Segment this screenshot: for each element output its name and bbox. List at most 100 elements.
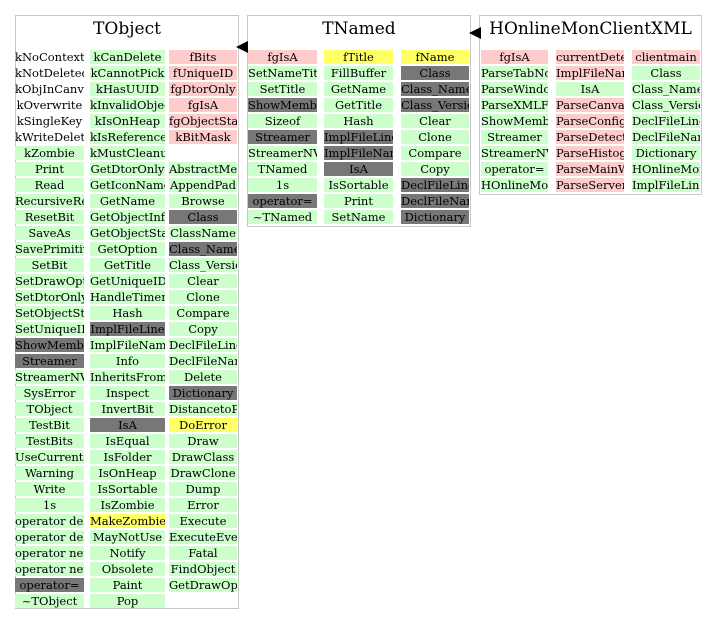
member-cell[interactable]: SetDtorOnly [15, 290, 84, 304]
member-cell[interactable]: IsEqual [90, 434, 165, 448]
member-cell[interactable]: ParseConfigNode [556, 114, 624, 128]
member-cell[interactable]: GetOption [90, 242, 165, 256]
member-cell[interactable]: SetObjectStat [15, 306, 84, 320]
member-cell[interactable]: kIsReferenced [90, 130, 165, 144]
member-cell[interactable]: kHasUUID [90, 82, 165, 96]
member-cell[interactable]: Class_Name [169, 242, 237, 256]
member-cell[interactable]: fgIsA [169, 98, 237, 112]
member-cell[interactable]: Class_Version [401, 98, 469, 112]
member-cell[interactable]: Obsolete [90, 562, 165, 576]
member-cell[interactable]: ~TObject [15, 594, 84, 608]
member-cell[interactable]: fgDtorOnly [169, 82, 237, 96]
member-cell[interactable]: kSingleKey [16, 114, 83, 128]
member-cell[interactable]: fgIsA [481, 50, 548, 64]
member-cell[interactable]: operator new[] [15, 562, 84, 576]
member-cell[interactable]: kOverwrite [16, 98, 83, 112]
member-cell[interactable]: ImplFileName [324, 146, 393, 160]
member-cell[interactable]: clientmain [632, 50, 700, 64]
member-cell[interactable]: Notify [90, 546, 165, 560]
member-cell[interactable]: RecursiveRemove [15, 194, 84, 208]
member-cell[interactable]: fTitle [324, 50, 393, 64]
member-cell[interactable]: kMustCleanup [90, 146, 165, 160]
member-cell[interactable]: kCanDelete [90, 50, 165, 64]
member-cell[interactable]: operator delete [15, 514, 84, 528]
member-cell[interactable]: IsOnHeap [90, 466, 165, 480]
member-cell[interactable]: Copy [169, 322, 237, 336]
member-cell[interactable]: kInvalidObject [90, 98, 165, 112]
member-cell[interactable]: Paint [90, 578, 165, 592]
member-cell[interactable]: Dump [169, 482, 237, 496]
member-cell[interactable]: Copy [401, 162, 469, 176]
member-cell[interactable]: SavePrimitive [15, 242, 84, 256]
member-cell[interactable]: ShowMembers [248, 98, 317, 112]
member-cell[interactable]: GetTitle [324, 98, 393, 112]
member-cell[interactable]: IsFolder [90, 450, 165, 464]
member-cell[interactable]: SetName [324, 210, 393, 224]
member-cell[interactable]: ParseWindowNode [481, 82, 548, 96]
member-cell[interactable]: Error [169, 498, 237, 512]
member-cell[interactable]: StreamerNVirtual [15, 370, 84, 384]
member-cell[interactable]: TestBits [15, 434, 84, 448]
member-cell[interactable]: Compare [401, 146, 469, 160]
member-cell[interactable]: SaveAs [15, 226, 84, 240]
member-cell[interactable]: kNoContextMenu [15, 50, 84, 64]
member-cell[interactable]: fName [401, 50, 469, 64]
member-cell[interactable]: ExecuteEvent [169, 530, 237, 544]
member-cell[interactable]: Print [324, 194, 393, 208]
member-cell[interactable]: kBitMask [169, 130, 237, 144]
member-cell[interactable]: operator delete[] [15, 530, 84, 544]
member-cell[interactable]: IsA [324, 162, 393, 176]
member-cell[interactable]: HandleTimer [90, 290, 165, 304]
member-cell[interactable]: GetDtorOnly [90, 162, 165, 176]
member-cell[interactable]: UseCurrentStyle [15, 450, 84, 464]
member-cell[interactable]: Fatal [169, 546, 237, 560]
member-cell[interactable]: Pop [90, 594, 165, 608]
member-cell[interactable]: DoError [169, 418, 237, 432]
member-cell[interactable]: DeclFileName [169, 354, 237, 368]
member-cell[interactable]: GetName [90, 194, 165, 208]
member-cell[interactable]: HOnlineMonClientXML [481, 178, 548, 192]
member-cell[interactable]: Read [15, 178, 84, 192]
member-cell[interactable]: Compare [169, 306, 237, 320]
member-cell[interactable]: DrawClone [169, 466, 237, 480]
member-cell[interactable]: Class [169, 210, 237, 224]
member-cell[interactable]: ShowMembers [481, 114, 548, 128]
member-cell[interactable]: GetUniqueID [90, 274, 165, 288]
member-cell[interactable]: DeclFileLine [169, 338, 237, 352]
member-cell[interactable]: ParseTabNode [481, 66, 548, 80]
member-cell[interactable]: ~TNamed [248, 210, 317, 224]
member-cell[interactable]: InheritsFrom [90, 370, 165, 384]
member-cell[interactable]: ResetBit [15, 210, 84, 224]
member-cell[interactable]: kCannotPick [90, 66, 165, 80]
member-cell[interactable]: Streamer [15, 354, 84, 368]
member-cell[interactable]: GetName [324, 82, 393, 96]
member-cell[interactable]: TestBit [15, 418, 84, 432]
member-cell[interactable]: Dictionary [169, 386, 237, 400]
member-cell[interactable]: ImplFileLine [90, 322, 165, 336]
member-cell[interactable]: IsSortable [90, 482, 165, 496]
member-cell[interactable]: DeclFileName [401, 194, 469, 208]
member-cell[interactable]: Clear [169, 274, 237, 288]
member-cell[interactable]: kObjInCanvas [15, 82, 84, 96]
member-cell[interactable]: DistancetoPrimitive [169, 402, 237, 416]
member-cell[interactable]: Class [632, 66, 700, 80]
member-cell[interactable]: kWriteDelete [15, 130, 84, 144]
member-cell[interactable]: fUniqueID [169, 66, 237, 80]
member-cell[interactable]: SetUniqueID [15, 322, 84, 336]
member-cell[interactable]: DrawClass [169, 450, 237, 464]
member-cell[interactable]: kIsOnHeap [90, 114, 165, 128]
member-cell[interactable]: TNamed [248, 162, 317, 176]
member-cell[interactable]: Clear [401, 114, 469, 128]
member-cell[interactable]: SetTitle [248, 82, 317, 96]
member-cell[interactable]: Clone [169, 290, 237, 304]
member-cell[interactable]: operator new [15, 546, 84, 560]
member-cell[interactable]: ParseCanvasNode [556, 98, 624, 112]
member-cell[interactable]: ImplFileName [556, 66, 624, 80]
member-cell[interactable]: StreamerNVirtual [248, 146, 317, 160]
member-cell[interactable]: Execute [169, 514, 237, 528]
member-cell[interactable]: Dictionary [401, 210, 469, 224]
member-cell[interactable]: Write [15, 482, 84, 496]
member-cell[interactable]: currentDetector [556, 50, 624, 64]
member-cell[interactable]: InvertBit [90, 402, 165, 416]
member-cell[interactable]: 1s [15, 498, 84, 512]
